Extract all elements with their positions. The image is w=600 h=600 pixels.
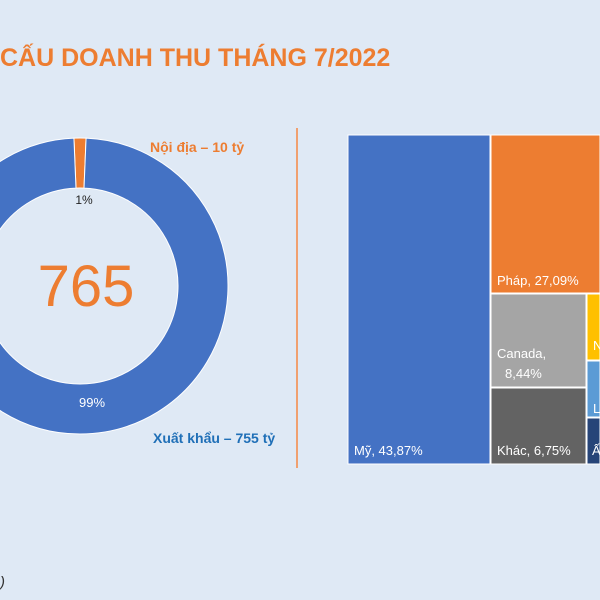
treemap-label-ấ: Ấ: [592, 443, 600, 458]
treemap-label-mỹ: Mỹ, 43,87%: [354, 443, 423, 458]
treemap-label-canada: Canada,: [497, 346, 546, 361]
treemap-cell-n: [586, 293, 600, 361]
treemap-cell-canada: [490, 293, 587, 388]
divider-line: [296, 128, 298, 468]
treemap-cell-mỹ: [347, 134, 491, 465]
treemap-cell-pháp: [490, 134, 600, 294]
treemap-cell-ấ: [586, 417, 600, 465]
domestic-label: Nội địa – 10 tỷ: [150, 139, 245, 155]
export-label: Xuất khẩu – 755 tỷ: [153, 430, 276, 446]
treemap-cell-khác: [490, 387, 587, 465]
treemap-label-l: L: [593, 401, 600, 416]
donut-percent-label-0: 1%: [75, 193, 93, 207]
donut-slice-1: [0, 137, 229, 435]
donut-percent-label-1: 99%: [79, 395, 105, 410]
donut-center-value: 765: [38, 254, 135, 319]
treemap-label-pháp: Pháp, 27,09%: [497, 273, 579, 288]
treemap-label-canada: 8,44%: [505, 366, 542, 381]
treemap-label-n: N: [593, 338, 600, 353]
chart-title: CẤU DOANH THU THÁNG 7/2022: [0, 44, 391, 72]
treemap-cell-l: [586, 360, 600, 418]
footnote: ): [0, 574, 5, 591]
treemap-label-khác: Khác, 6,75%: [497, 443, 571, 458]
